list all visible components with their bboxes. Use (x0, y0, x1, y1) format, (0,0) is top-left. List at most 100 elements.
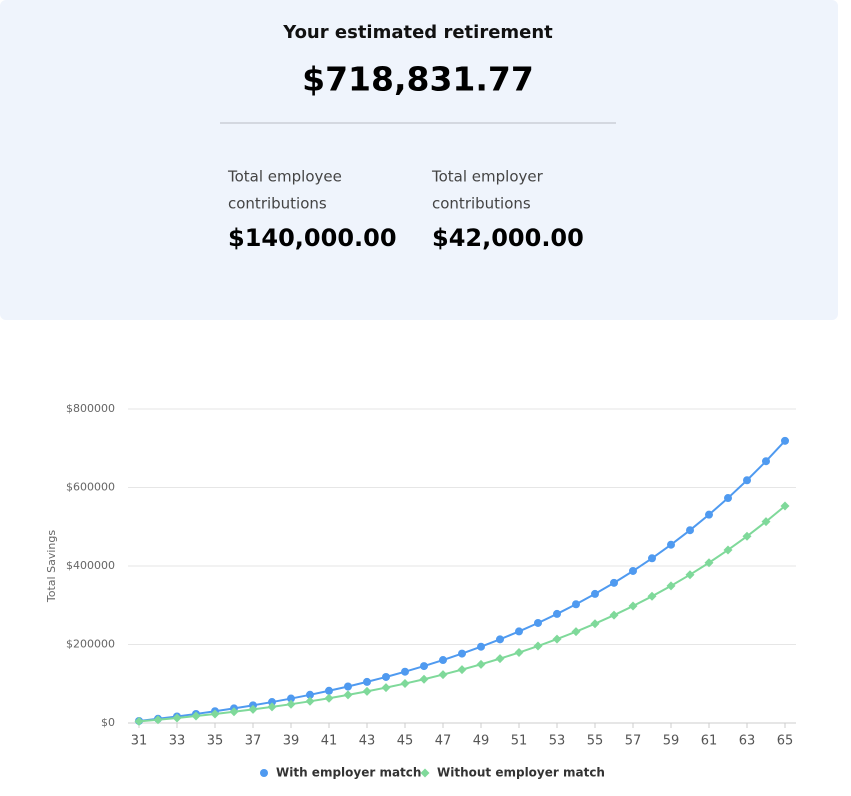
data-point (685, 570, 695, 580)
data-point (286, 699, 296, 709)
data-point (477, 642, 485, 651)
series-line (138, 440, 786, 722)
item-label: Total employer (431, 168, 544, 186)
x-tick-label: 43 (359, 734, 376, 749)
x-tick-label: 37 (245, 734, 262, 749)
data-point (381, 683, 391, 693)
x-tick-label: 31 (131, 734, 148, 749)
item-label: contributions (228, 195, 327, 213)
x-tick-label: 35 (207, 734, 224, 749)
item-value: $42,000.00 (432, 224, 584, 252)
y-axis-label: Total Savings (45, 530, 58, 603)
data-point (458, 649, 466, 658)
data-point (724, 494, 732, 503)
data-point (780, 501, 790, 511)
x-tick-label: 33 (169, 734, 186, 749)
data-point (704, 558, 714, 568)
data-point (344, 682, 352, 691)
data-point (325, 686, 333, 695)
data-point (324, 693, 334, 703)
data-point (648, 554, 656, 563)
x-tick-label: 63 (739, 734, 756, 749)
y-tick-label: $800000 (66, 402, 115, 415)
data-point (457, 665, 467, 675)
data-point (705, 510, 713, 519)
data-point (590, 619, 600, 629)
item-value: $140,000.00 (228, 224, 397, 252)
data-point (287, 694, 295, 703)
data-point (382, 672, 390, 681)
data-point (153, 715, 163, 725)
data-point (514, 648, 524, 658)
data-point (267, 702, 277, 712)
data-point (591, 589, 599, 598)
data-point (191, 711, 201, 721)
summary-panel (0, 0, 838, 320)
data-point (534, 618, 542, 627)
data-point (781, 436, 789, 445)
data-point (723, 545, 733, 555)
data-point (420, 662, 428, 671)
data-point (268, 698, 276, 707)
x-tick-label: 65 (777, 734, 794, 749)
x-tick-label: 51 (511, 734, 528, 749)
x-tick-label: 41 (321, 734, 338, 749)
x-tick-label: 55 (587, 734, 604, 749)
data-point (439, 656, 447, 665)
data-point (666, 581, 676, 591)
data-point (553, 609, 561, 618)
data-point (647, 591, 657, 601)
x-tick-label: 59 (663, 734, 680, 749)
legend-marker (420, 768, 430, 778)
data-point (343, 690, 353, 700)
x-tick-label: 57 (625, 734, 642, 749)
x-tick-label: 61 (701, 734, 718, 749)
data-point (210, 709, 220, 719)
data-point (305, 696, 315, 706)
x-tick-label: 49 (473, 734, 490, 749)
data-point (401, 667, 409, 676)
data-point (762, 457, 770, 466)
x-tick-label: 47 (435, 734, 452, 749)
data-point (248, 704, 258, 714)
data-point (172, 713, 182, 723)
data-point (571, 627, 581, 637)
data-point (552, 634, 562, 644)
legend-label: Without employer match (437, 766, 605, 780)
legend-marker (260, 769, 268, 777)
data-point (306, 690, 314, 699)
data-point (609, 610, 619, 620)
y-tick-label: $200000 (66, 638, 115, 651)
data-point (496, 635, 504, 644)
data-point (229, 707, 239, 717)
data-point (515, 627, 523, 636)
data-point (438, 670, 448, 680)
y-tick-label: $400000 (66, 559, 115, 572)
data-point (629, 566, 637, 575)
data-point (742, 531, 752, 541)
data-point (761, 517, 771, 527)
item-label: contributions (432, 195, 531, 213)
summary-title: Your estimated retirement (282, 22, 553, 43)
x-tick-label: 53 (549, 734, 566, 749)
data-point (610, 578, 618, 587)
data-point (134, 716, 144, 726)
y-tick-label: $0 (101, 716, 115, 729)
data-point (400, 679, 410, 689)
data-point (572, 600, 580, 609)
data-point (743, 476, 751, 485)
summary-total: $718,831.77 (302, 60, 534, 99)
data-point (476, 659, 486, 669)
data-point (495, 654, 505, 664)
series-line (138, 505, 786, 723)
data-point (362, 686, 372, 696)
x-tick-label: 39 (283, 734, 300, 749)
x-tick-label: 45 (397, 734, 414, 749)
data-point (419, 674, 429, 684)
legend-label: With employer match (276, 766, 421, 780)
data-point (628, 601, 638, 611)
data-point (667, 540, 675, 549)
y-tick-label: $600000 (66, 481, 115, 494)
